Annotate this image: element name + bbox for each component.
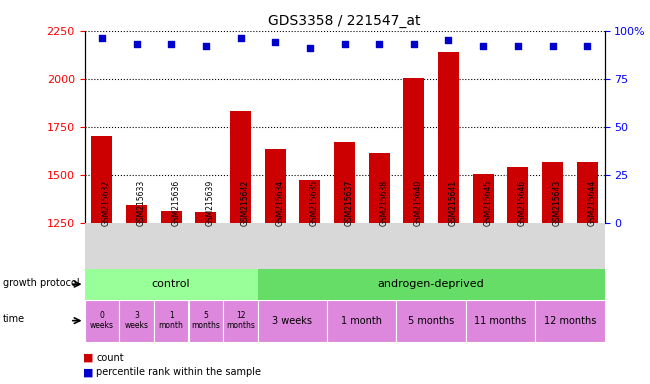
- Text: GSM215639: GSM215639: [206, 180, 215, 227]
- Text: control: control: [152, 279, 190, 289]
- Text: GSM215640: GSM215640: [414, 180, 423, 227]
- Point: [409, 41, 419, 47]
- Bar: [92, 136, 112, 223]
- Bar: [466, 300, 535, 342]
- Text: 5
months: 5 months: [191, 311, 220, 330]
- Text: ■: ■: [83, 353, 93, 363]
- Bar: [161, 211, 181, 223]
- Text: GSM215636: GSM215636: [171, 180, 180, 227]
- Bar: [300, 180, 320, 223]
- Text: GSM215633: GSM215633: [136, 180, 146, 227]
- Bar: [258, 300, 327, 342]
- Text: time: time: [3, 314, 25, 324]
- Bar: [327, 300, 396, 342]
- Point: [305, 45, 315, 51]
- Text: GSM215635: GSM215635: [310, 180, 319, 227]
- Text: 0
weeks: 0 weeks: [90, 311, 114, 330]
- Text: 3
weeks: 3 weeks: [125, 311, 148, 330]
- Bar: [154, 300, 188, 342]
- Text: ■: ■: [83, 367, 93, 377]
- Bar: [542, 162, 563, 223]
- Bar: [84, 300, 119, 342]
- Text: GSM215644: GSM215644: [587, 180, 596, 227]
- Text: GSM215641: GSM215641: [448, 180, 458, 227]
- Bar: [369, 152, 389, 223]
- Text: GSM215643: GSM215643: [552, 180, 562, 227]
- Bar: [119, 300, 154, 342]
- Text: GSM215637: GSM215637: [344, 180, 354, 227]
- Bar: [265, 149, 285, 223]
- Text: 11 months: 11 months: [474, 316, 526, 326]
- Bar: [258, 269, 604, 300]
- Point: [339, 41, 350, 47]
- Text: GSM215645: GSM215645: [483, 180, 492, 227]
- Text: 12 months: 12 months: [543, 316, 596, 326]
- Bar: [438, 52, 459, 223]
- Point: [270, 39, 280, 45]
- Bar: [334, 142, 355, 223]
- Bar: [84, 269, 258, 300]
- Text: count: count: [96, 353, 124, 363]
- Bar: [196, 212, 216, 223]
- Point: [582, 43, 592, 49]
- Bar: [535, 300, 604, 342]
- Point: [547, 43, 558, 49]
- Point: [513, 43, 523, 49]
- Point: [131, 41, 142, 47]
- Text: percentile rank within the sample: percentile rank within the sample: [96, 367, 261, 377]
- Point: [201, 43, 211, 49]
- Bar: [577, 162, 597, 223]
- Bar: [230, 111, 251, 223]
- Text: 5 months: 5 months: [408, 316, 454, 326]
- Point: [478, 43, 488, 49]
- Text: GSM215638: GSM215638: [379, 180, 388, 227]
- Bar: [223, 300, 258, 342]
- Text: GSM215646: GSM215646: [518, 180, 527, 227]
- Text: GSM215634: GSM215634: [275, 180, 284, 227]
- Bar: [404, 78, 424, 223]
- Text: 1
month: 1 month: [159, 311, 183, 330]
- Point: [97, 35, 107, 41]
- Point: [443, 37, 454, 43]
- Bar: [508, 167, 528, 223]
- Text: GSM215632: GSM215632: [102, 180, 111, 227]
- Point: [235, 35, 246, 41]
- Point: [374, 41, 384, 47]
- Text: GSM215642: GSM215642: [240, 180, 250, 227]
- Text: 1 month: 1 month: [341, 316, 382, 326]
- Text: 3 weeks: 3 weeks: [272, 316, 313, 326]
- Title: GDS3358 / 221547_at: GDS3358 / 221547_at: [268, 14, 421, 28]
- Bar: [396, 300, 466, 342]
- Bar: [126, 205, 147, 223]
- Text: growth protocol: growth protocol: [3, 278, 80, 288]
- Bar: [188, 300, 223, 342]
- Point: [166, 41, 176, 47]
- Text: 12
months: 12 months: [226, 311, 255, 330]
- Text: androgen-deprived: androgen-deprived: [378, 279, 484, 289]
- Bar: [473, 174, 493, 223]
